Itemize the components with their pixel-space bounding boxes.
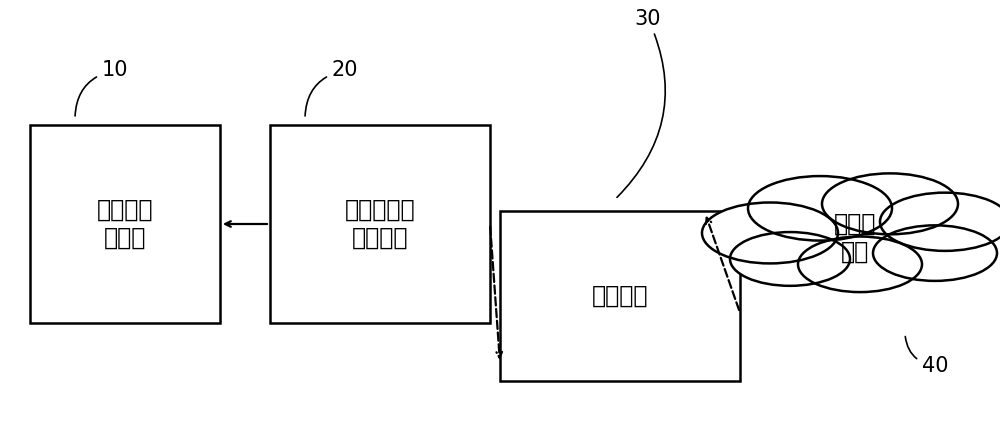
Text: 电子秤检
测系统: 电子秤检 测系统 [97, 198, 153, 250]
Bar [500, 211, 740, 381]
Circle shape [702, 202, 838, 263]
Text: 云端服
务器: 云端服 务器 [834, 211, 876, 263]
Circle shape [880, 193, 1000, 251]
Circle shape [798, 237, 922, 292]
Circle shape [730, 232, 850, 286]
Text: 20: 20 [305, 60, 358, 116]
Circle shape [822, 173, 958, 234]
Circle shape [748, 176, 892, 241]
Text: 30: 30 [617, 9, 665, 198]
Circle shape [873, 225, 997, 281]
Bar [30, 125, 220, 323]
Text: 电子秤数据
传输模块: 电子秤数据 传输模块 [345, 198, 415, 250]
Text: 40: 40 [905, 336, 948, 376]
Text: 10: 10 [75, 60, 128, 116]
Bar [270, 125, 490, 323]
Text: 监控设备: 监控设备 [592, 284, 648, 308]
